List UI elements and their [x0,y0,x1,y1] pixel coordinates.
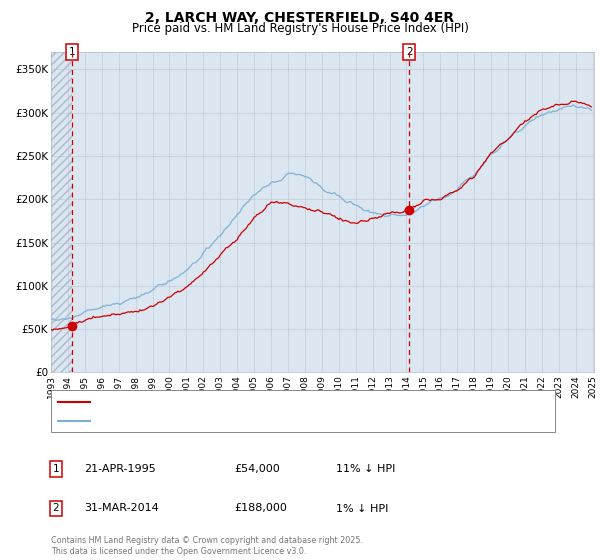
Text: 2: 2 [52,503,59,514]
Text: 21-APR-1995: 21-APR-1995 [84,464,156,474]
Text: £54,000: £54,000 [234,464,280,474]
Text: 2: 2 [406,47,413,57]
Text: £188,000: £188,000 [234,503,287,514]
Text: 2, LARCH WAY, CHESTERFIELD, S40 4ER (detached house): 2, LARCH WAY, CHESTERFIELD, S40 4ER (det… [95,396,385,407]
Text: 1% ↓ HPI: 1% ↓ HPI [336,503,388,514]
Text: 11% ↓ HPI: 11% ↓ HPI [336,464,395,474]
Bar [51,52,72,372]
Text: HPI: Average price, detached house, Chesterfield: HPI: Average price, detached house, Ches… [95,416,340,426]
Text: 1: 1 [52,464,59,474]
Text: 31-MAR-2014: 31-MAR-2014 [84,503,159,514]
Text: Contains HM Land Registry data © Crown copyright and database right 2025.
This d: Contains HM Land Registry data © Crown c… [51,536,363,556]
Text: 2, LARCH WAY, CHESTERFIELD, S40 4ER: 2, LARCH WAY, CHESTERFIELD, S40 4ER [145,11,455,25]
Text: 1: 1 [69,47,76,57]
Bar [51,52,72,372]
Text: Price paid vs. HM Land Registry's House Price Index (HPI): Price paid vs. HM Land Registry's House … [131,22,469,35]
